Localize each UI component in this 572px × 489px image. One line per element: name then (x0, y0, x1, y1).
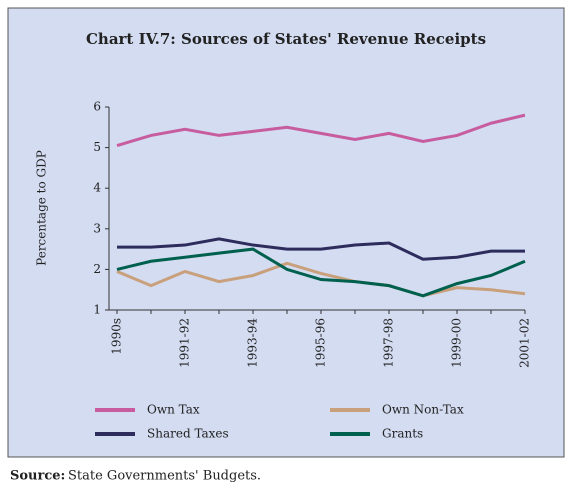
source-text: State Governments' Budgets. (68, 469, 261, 484)
legend-label: Grants (382, 427, 423, 441)
x-tick-label: 1999-00 (450, 318, 464, 368)
series-line (116, 261, 526, 298)
y-axis-label: Percentage to GDP (35, 150, 49, 266)
x-tick-label: 2001-02 (518, 318, 532, 368)
legend-label: Own Tax (147, 403, 200, 417)
x-tick-label: 1993-94 (246, 318, 260, 368)
y-tick-label: 1 (93, 303, 101, 317)
legend-label: Shared Taxes (147, 427, 229, 441)
y-tick-label: 4 (93, 181, 101, 195)
legend-label: Own Non-Tax (382, 403, 464, 417)
x-tick-label: 1991-92 (178, 318, 192, 368)
chart-title: Chart IV.7: Sources of States' Revenue R… (86, 30, 486, 48)
y-tick-label: 5 (93, 140, 101, 154)
x-tick-label: 1997-98 (382, 318, 396, 368)
source-label: Source: (10, 469, 65, 484)
x-tick-label: 1990s (110, 318, 124, 355)
series-line (116, 247, 526, 298)
chart-panel (7, 7, 565, 458)
y-tick-label: 6 (93, 100, 101, 114)
series-line (116, 113, 526, 148)
x-tick-label: 1995-96 (314, 318, 328, 368)
series-line (117, 237, 525, 261)
y-tick-label: 2 (93, 262, 101, 276)
y-tick-label: 3 (93, 221, 101, 235)
